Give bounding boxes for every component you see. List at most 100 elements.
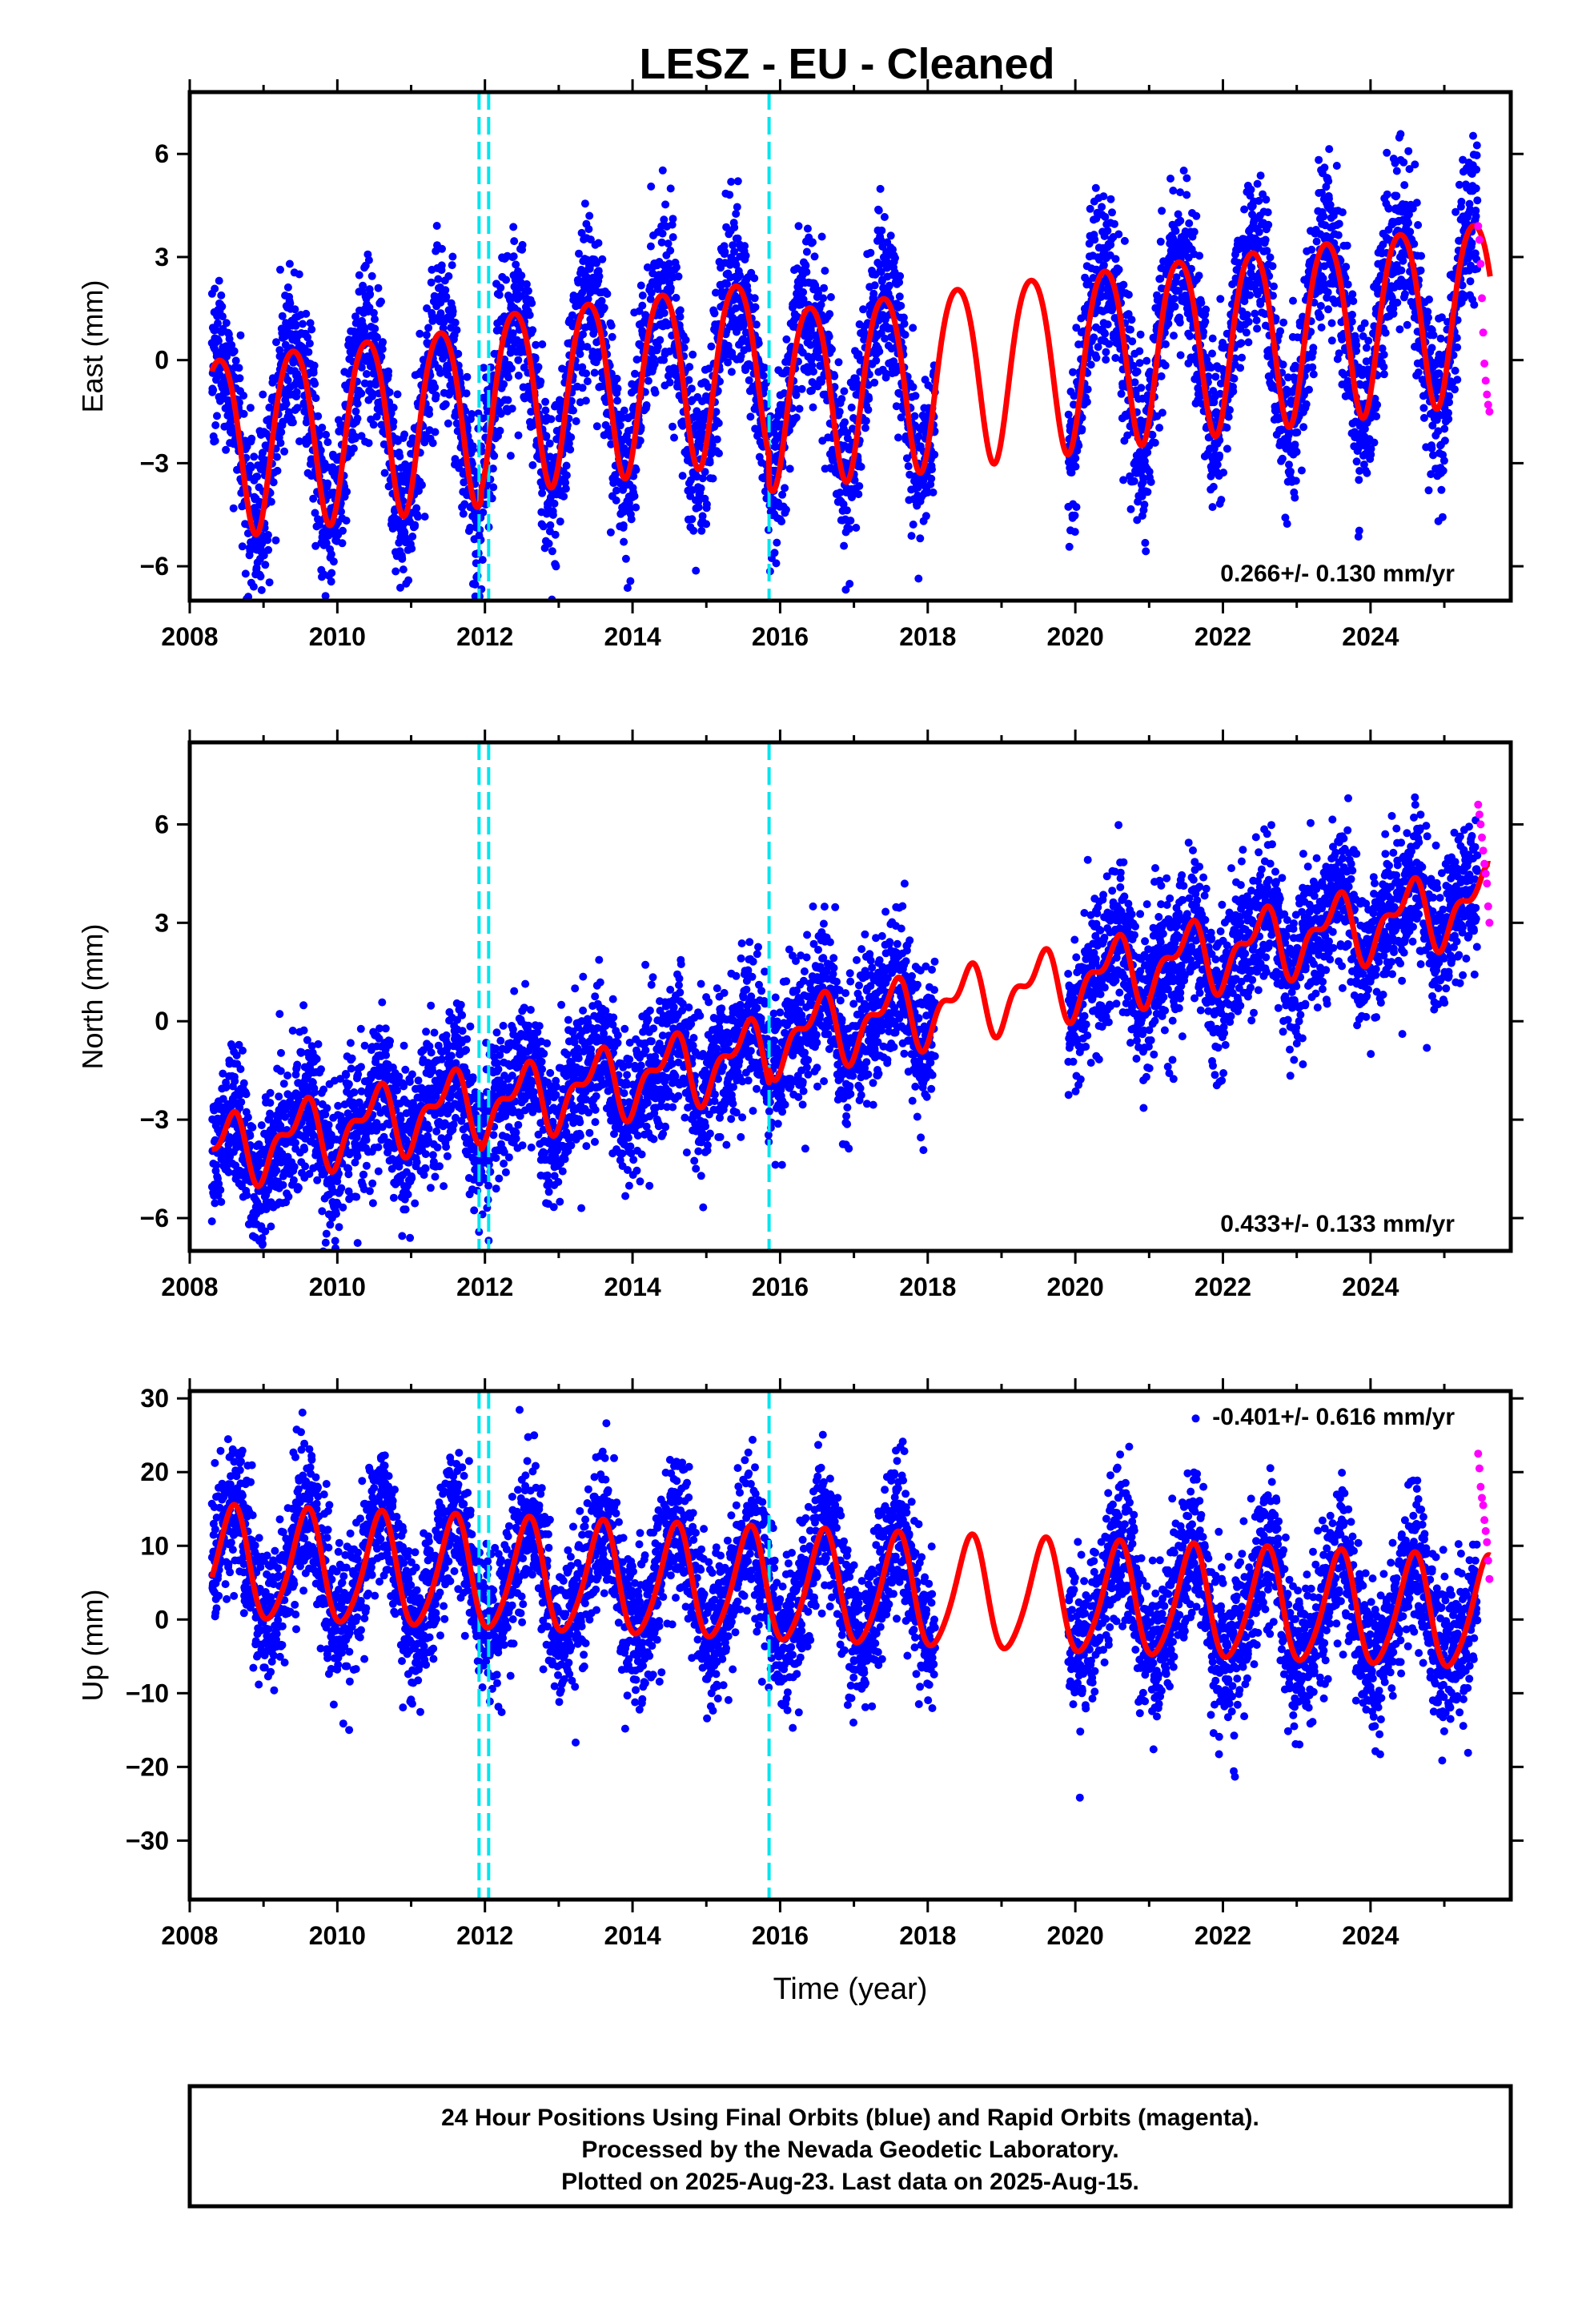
final-point: [1179, 167, 1188, 175]
final-point: [1114, 230, 1123, 239]
final-point: [616, 421, 624, 430]
final-point: [459, 509, 468, 518]
final-point: [1352, 341, 1361, 350]
final-point: [271, 536, 280, 545]
final-point: [666, 246, 675, 255]
final-point: [291, 305, 299, 314]
final-point: [820, 283, 829, 292]
final-point: [318, 424, 327, 432]
final-point: [441, 400, 450, 408]
final-point: [1161, 361, 1170, 370]
final-point: [1102, 348, 1110, 356]
final-point: [509, 252, 518, 261]
final-point: [1287, 467, 1295, 476]
final-point: [781, 484, 789, 493]
final-point: [845, 525, 853, 533]
final-point: [236, 331, 245, 340]
final-point: [323, 479, 332, 488]
final-point: [721, 247, 729, 256]
final-point: [369, 420, 378, 429]
final-point: [229, 504, 238, 513]
final-point: [514, 431, 523, 440]
final-point: [730, 223, 739, 231]
final-point: [518, 240, 527, 249]
final-point: [1092, 353, 1101, 362]
final-point: [1158, 408, 1166, 417]
final-point: [1126, 505, 1135, 513]
final-point: [772, 559, 781, 568]
final-point: [1090, 333, 1098, 342]
final-point: [854, 490, 863, 499]
final-point: [810, 252, 819, 261]
final-point: [489, 483, 498, 492]
final-point: [257, 585, 266, 594]
final-point: [1325, 145, 1334, 154]
final-point: [741, 242, 749, 251]
final-point: [265, 578, 274, 587]
final-point: [1266, 253, 1275, 262]
final-point: [302, 309, 311, 318]
final-point: [687, 384, 696, 393]
final-point: [431, 428, 440, 436]
figure-title: LESZ - EU - Cleaned: [639, 40, 1054, 88]
final-point: [705, 458, 714, 467]
final-point: [608, 332, 616, 341]
final-point: [259, 551, 268, 560]
final-point: [1348, 311, 1356, 319]
final-point: [864, 405, 873, 414]
final-point: [1360, 319, 1369, 328]
final-point: [1370, 438, 1379, 447]
final-point: [292, 388, 301, 396]
final-point: [310, 361, 319, 370]
final-point: [797, 384, 806, 393]
final-point: [1236, 364, 1245, 372]
final-point: [566, 445, 575, 454]
final-point: [1202, 305, 1211, 314]
final-point: [1070, 511, 1079, 520]
final-point: [592, 422, 601, 431]
final-point: [1208, 503, 1217, 512]
final-point: [448, 307, 457, 316]
final-point: [215, 336, 223, 345]
final-point: [1197, 299, 1206, 308]
final-point: [454, 349, 463, 358]
final-point: [261, 561, 270, 569]
final-point: [1105, 340, 1114, 348]
final-point: [1316, 312, 1325, 321]
plot-area: [207, 92, 1494, 601]
final-point: [444, 271, 453, 280]
final-point: [1111, 255, 1120, 263]
final-point: [1090, 235, 1099, 244]
final-point: [418, 480, 426, 489]
final-point: [1101, 329, 1110, 338]
final-point: [1099, 192, 1108, 201]
final-point: [1362, 344, 1371, 352]
final-point: [1324, 305, 1332, 314]
final-point: [876, 184, 885, 193]
final-point: [304, 348, 313, 356]
final-point: [1297, 466, 1306, 475]
final-point: [428, 439, 437, 448]
final-point: [1216, 295, 1225, 304]
final-point: [562, 461, 571, 470]
final-point: [733, 177, 742, 186]
final-point: [434, 275, 443, 283]
final-point: [1302, 400, 1311, 408]
final-point: [218, 302, 227, 311]
final-point: [247, 434, 256, 443]
final-point: [343, 488, 351, 496]
final-point: [495, 291, 504, 300]
final-point: [1242, 328, 1251, 337]
final-point: [311, 541, 320, 550]
final-point: [1289, 296, 1297, 305]
final-point: [714, 419, 723, 428]
final-point: [1392, 167, 1401, 175]
final-point: [1103, 227, 1112, 235]
final-point: [770, 549, 779, 557]
final-point: [927, 474, 936, 483]
final-point: [259, 390, 267, 399]
final-point: [267, 497, 275, 506]
final-point: [1373, 400, 1382, 409]
final-point: [1305, 385, 1313, 394]
final-point: [697, 526, 706, 535]
